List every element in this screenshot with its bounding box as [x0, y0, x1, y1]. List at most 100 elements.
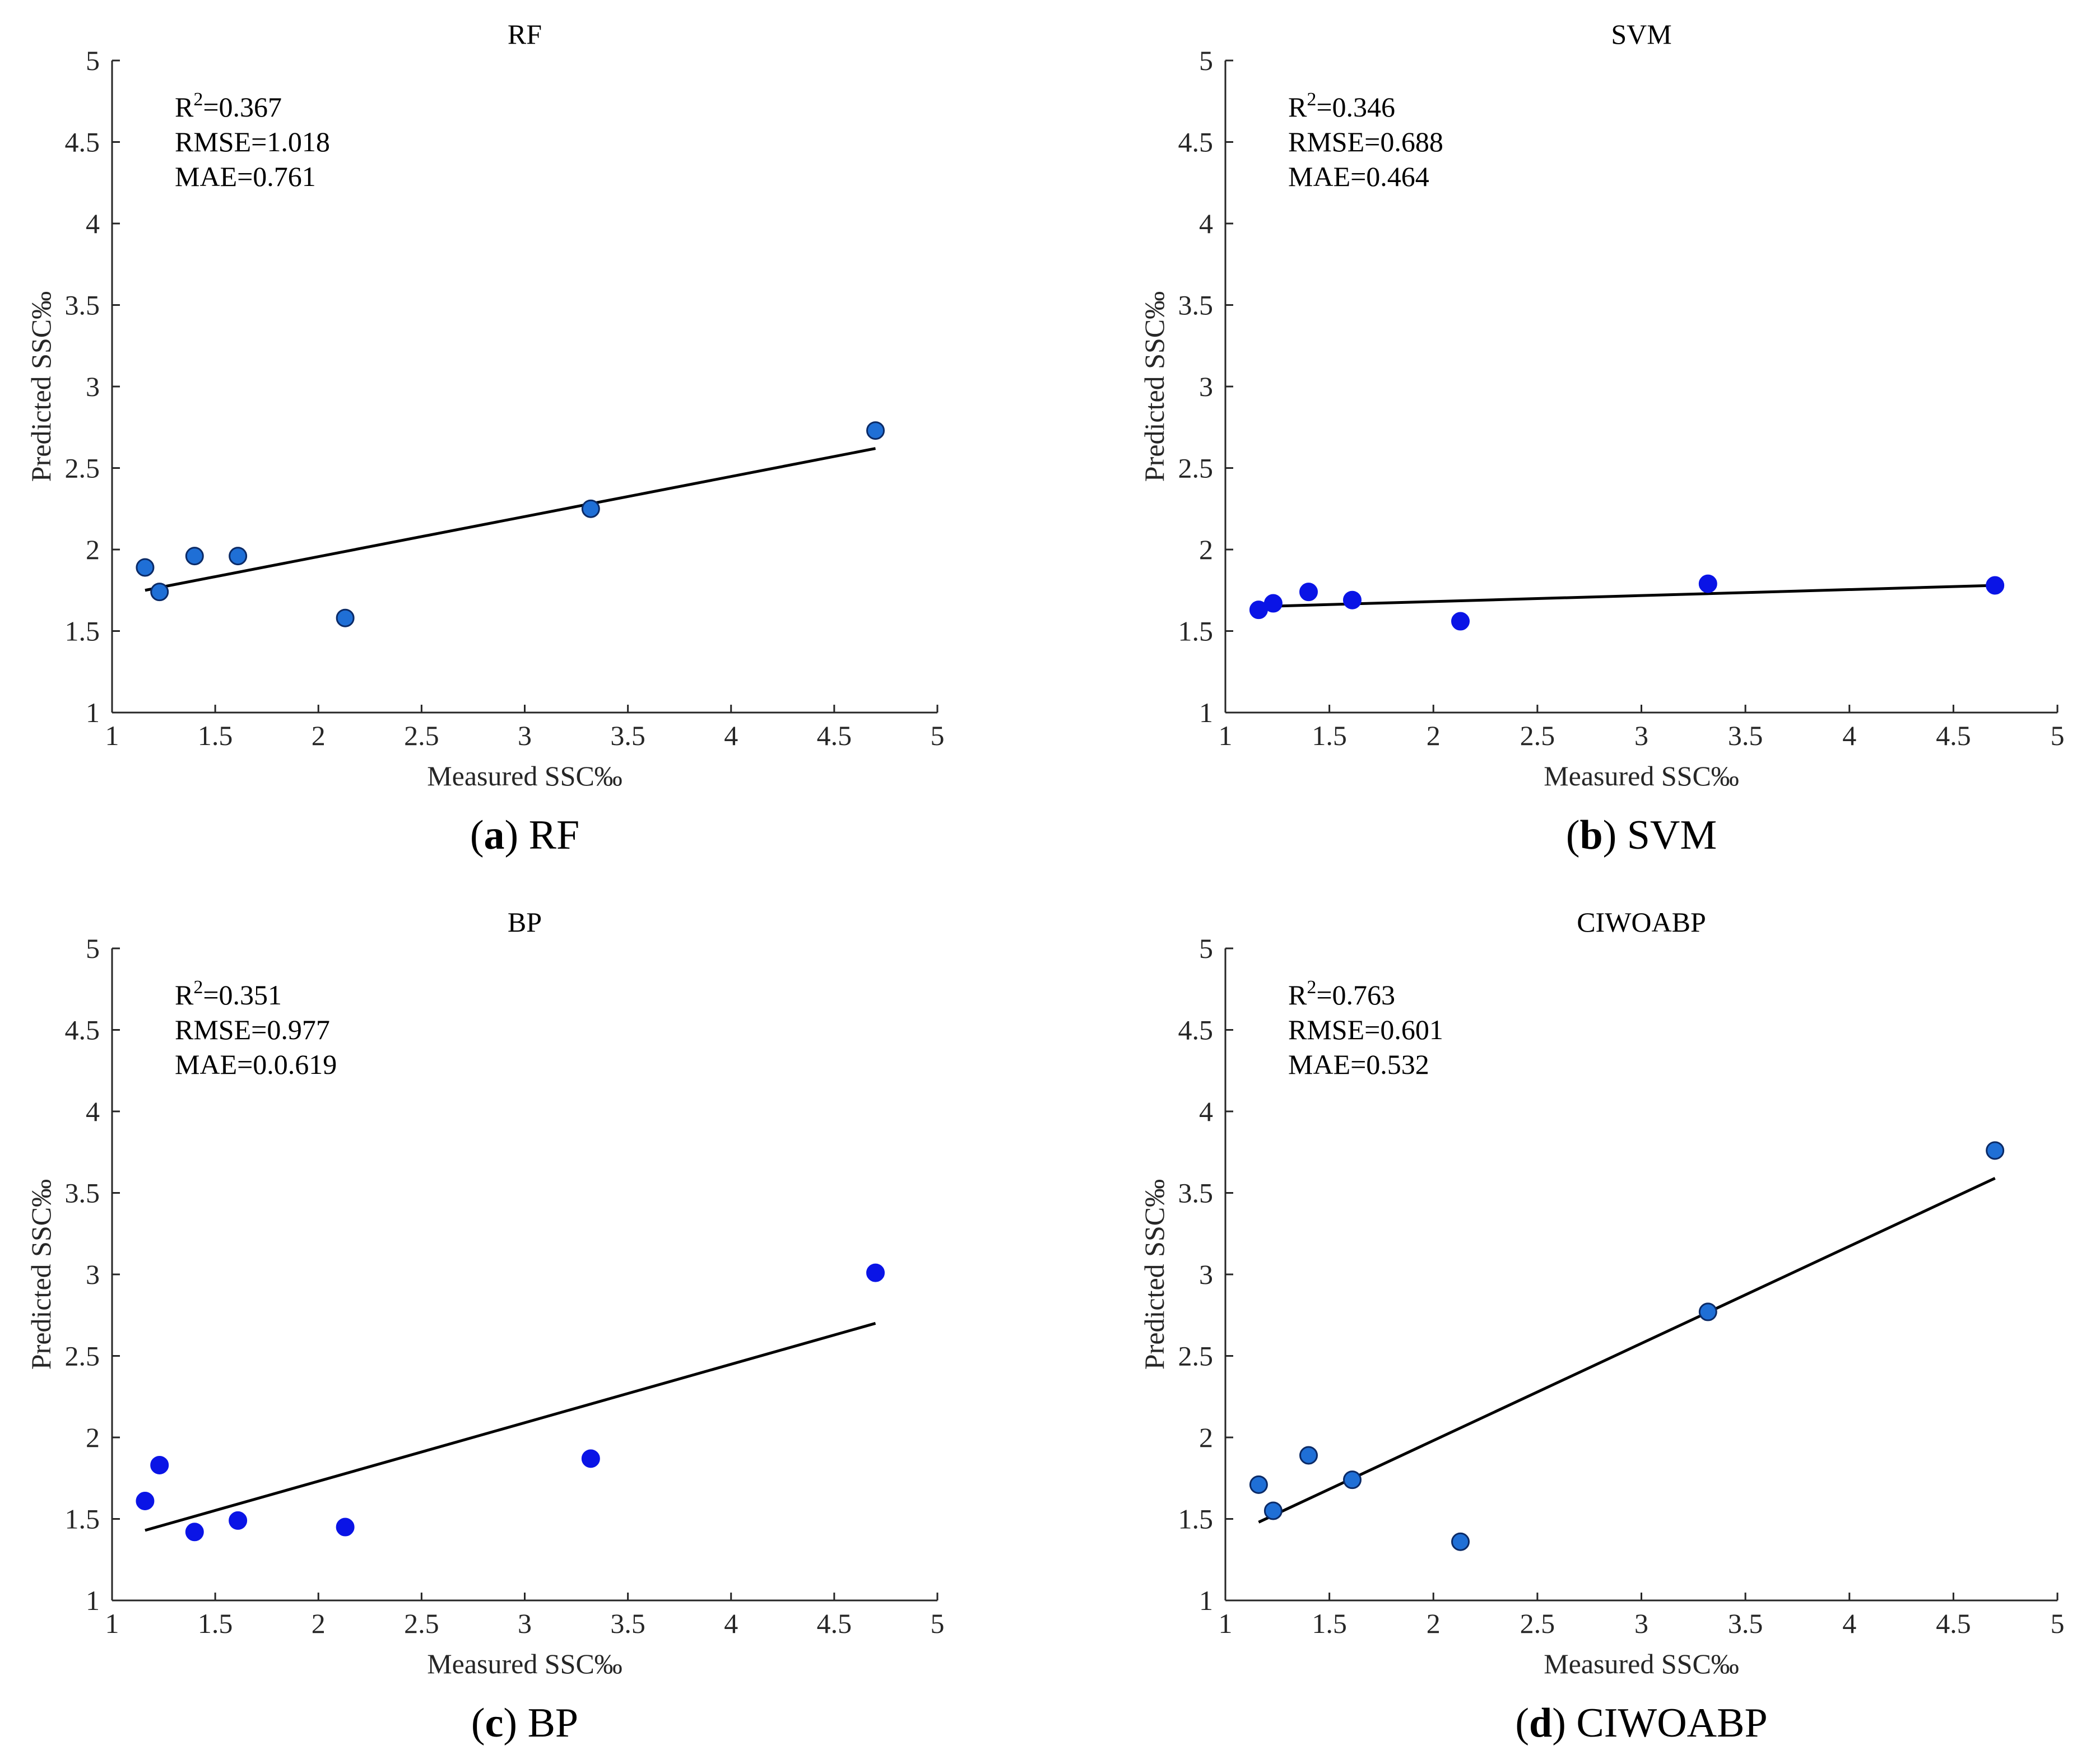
stat-r2: R2=0.367	[175, 89, 282, 123]
x-tick-label: 2	[1427, 720, 1441, 751]
x-tick-label: 4	[724, 1608, 738, 1639]
y-tick-label: 2	[86, 534, 100, 565]
x-tick-label: 3.5	[1728, 720, 1763, 751]
x-tick-label: 2	[312, 720, 326, 751]
y-tick-label: 3.5	[65, 290, 100, 321]
y-tick-label: 5	[1199, 933, 1213, 964]
x-tick-label: 4.5	[817, 720, 852, 751]
data-point	[1249, 1475, 1268, 1494]
chart-panel-d: 11 1.5 1.5 2 2 2.5 2.5 3 3 3.5 3.5 4 4 4.5 4.5 5 5 CIWOAB…	[1139, 906, 2065, 1746]
y-tick-label: 4	[1199, 1096, 1213, 1127]
y-tick-label: 1.5	[65, 616, 100, 647]
stat-mae: MAE=0.761	[175, 161, 316, 192]
x-tick-label: 1.5	[198, 1608, 233, 1639]
chart-title: BP	[508, 906, 542, 938]
fit-line	[145, 447, 876, 592]
stat-rmse: RMSE=1.018	[175, 126, 330, 157]
panel-caption: (b) SVM	[1566, 812, 1717, 858]
x-tick-label: 3	[1634, 720, 1648, 751]
y-tick-label: 3	[1199, 1259, 1213, 1290]
y-axis-label: Predicted SSC‰	[25, 291, 57, 482]
stat-mae: MAE=0.532	[1288, 1049, 1429, 1080]
x-tick-label: 1	[1219, 720, 1233, 751]
data-point	[1986, 1141, 2005, 1160]
data-point	[1263, 1501, 1283, 1520]
data-point	[1342, 1470, 1362, 1490]
y-tick-label: 1	[86, 697, 100, 728]
y-tick-label: 5	[1199, 45, 1213, 76]
panel-caption: (d) CIWOABP	[1515, 1700, 1767, 1746]
x-tick-label: 3	[518, 720, 532, 751]
stat-r2: R2=0.763	[1288, 977, 1395, 1011]
y-tick-label: 2	[86, 1422, 100, 1453]
x-tick-label: 3.5	[610, 720, 645, 751]
x-tick-label: 5	[2051, 720, 2065, 751]
y-tick-label: 3	[86, 371, 100, 402]
y-tick-label: 4.5	[1178, 1014, 1214, 1046]
y-tick-label: 2.5	[65, 1341, 100, 1372]
y-axis-label: Predicted SSC‰	[1139, 291, 1170, 482]
chart-panel-c: 11 1.5 1.5 2 2 2.5 2.5 3 3 3.5 3.5 4 4 4.5 4.5 5 5 BP Meas…	[25, 906, 945, 1746]
y-tick-label: 4.5	[65, 1014, 100, 1046]
x-tick-label: 2.5	[404, 720, 439, 751]
data-point	[136, 558, 155, 577]
y-tick-label: 2	[1199, 534, 1213, 565]
y-tick-label: 5	[86, 45, 100, 76]
y-tick-label: 1.5	[65, 1504, 100, 1535]
x-tick-label: 5	[931, 720, 945, 751]
y-tick-label: 4.5	[1178, 127, 1214, 158]
data-point	[336, 1518, 355, 1537]
y-tick-label: 2	[1199, 1422, 1213, 1453]
chart-title: CIWOABP	[1577, 906, 1706, 938]
y-tick-label: 1.5	[1178, 1504, 1214, 1535]
panel-caption: (a) RF	[470, 812, 579, 858]
data-point	[581, 499, 600, 518]
x-tick-label: 3.5	[1728, 1608, 1763, 1639]
data-point	[1299, 583, 1318, 602]
stat-mae: MAE=0.0.619	[175, 1049, 337, 1080]
x-axis-label: Measured SSC‰	[427, 1648, 622, 1679]
data-point	[150, 1455, 169, 1474]
fit-line	[1258, 1177, 1996, 1524]
y-tick-label: 3.5	[1178, 290, 1214, 321]
y-tick-label: 2.5	[1178, 453, 1214, 484]
fit-line	[1258, 584, 1995, 608]
data-point	[185, 1523, 204, 1542]
x-tick-label: 5	[931, 1608, 945, 1639]
data-point	[1451, 612, 1470, 631]
y-tick-label: 5	[86, 933, 100, 964]
data-point	[1451, 1532, 1470, 1551]
y-tick-label: 1.5	[1178, 616, 1214, 647]
data-point	[1986, 576, 2005, 595]
y-tick-label: 1	[1199, 697, 1213, 728]
stat-r2: R2=0.351	[175, 977, 282, 1011]
data-point	[136, 1491, 155, 1510]
y-tick-label: 3.5	[1178, 1177, 1214, 1209]
y-tick-label: 4	[86, 208, 100, 239]
y-tick-label: 3	[86, 1259, 100, 1290]
data-point	[581, 1449, 600, 1468]
x-tick-label: 1	[105, 720, 119, 751]
x-tick-label: 1.5	[1312, 720, 1347, 751]
y-tick-label: 4.5	[65, 127, 100, 158]
x-tick-label: 1.5	[1312, 1608, 1347, 1639]
data-point	[336, 608, 355, 627]
x-tick-label: 3	[518, 1608, 532, 1639]
data-point	[1698, 1302, 1717, 1321]
y-tick-label: 3.5	[65, 1177, 100, 1209]
panel-caption: (c) BP	[471, 1700, 578, 1746]
x-axis-label: Measured SSC‰	[427, 760, 622, 792]
y-tick-label: 2.5	[65, 453, 100, 484]
x-tick-label: 1	[105, 1608, 119, 1639]
y-axis-label: Predicted SSC‰	[1139, 1179, 1170, 1370]
x-tick-label: 4	[724, 720, 738, 751]
chart-title: RF	[508, 18, 542, 50]
x-axis-label: Measured SSC‰	[1544, 1648, 1739, 1679]
stat-rmse: RMSE=0.601	[1288, 1014, 1443, 1045]
y-tick-label: 4	[86, 1096, 100, 1127]
chart-title: SVM	[1611, 18, 1671, 50]
data-point	[1342, 590, 1362, 609]
stat-r2: R2=0.346	[1288, 89, 1395, 123]
x-tick-label: 4	[1842, 720, 1856, 751]
stat-rmse: RMSE=0.688	[1288, 126, 1443, 157]
